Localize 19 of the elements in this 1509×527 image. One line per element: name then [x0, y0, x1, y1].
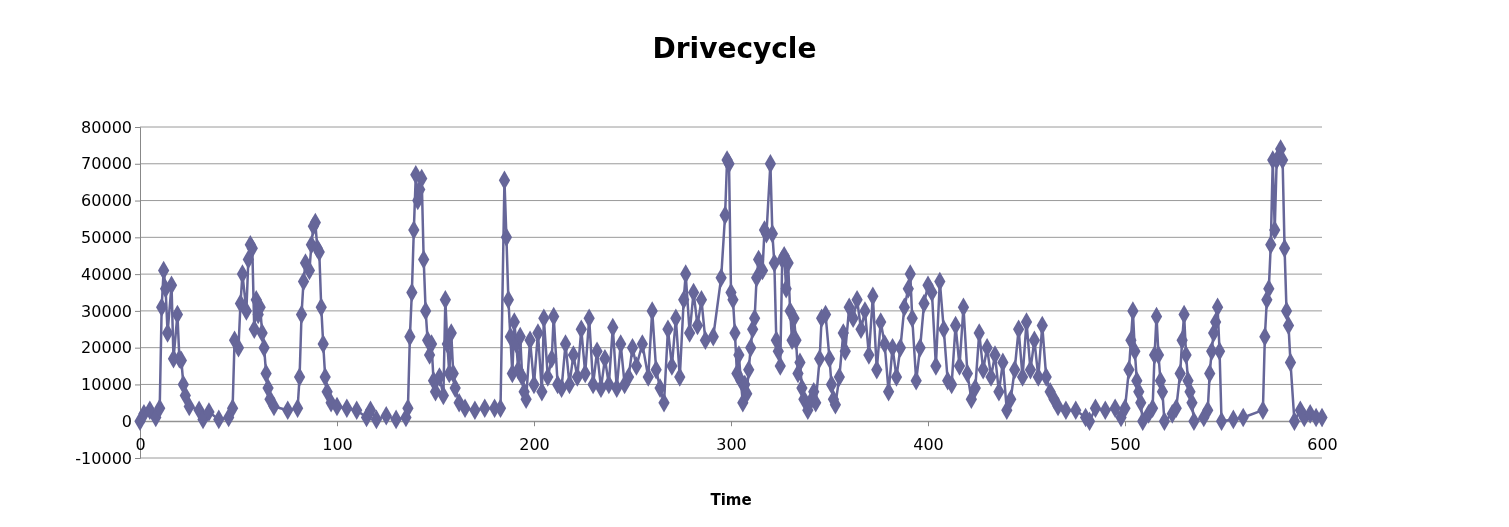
chart-title: Drivecycle: [652, 32, 817, 65]
x-tick-label: 500: [1110, 435, 1141, 455]
y-tick-label: 20000: [81, 338, 132, 358]
x-tick-label: 0: [135, 435, 146, 455]
y-tick-label: 40000: [81, 264, 132, 284]
x-tick-label: 100: [322, 435, 353, 455]
y-tick-label: 50000: [81, 227, 132, 247]
y-tick-label: 30000: [81, 301, 132, 321]
x-axis-title: Time: [710, 491, 752, 509]
x-tick-label: 400: [913, 435, 944, 455]
x-tick-label: 600: [1307, 435, 1338, 455]
y-tick-label: 60000: [81, 191, 132, 211]
y-tick-label: -10000: [75, 448, 132, 468]
y-tick-label: 10000: [81, 375, 132, 395]
x-tick-label: 300: [716, 435, 747, 455]
y-tick-label: 0: [121, 411, 132, 431]
x-tick-label: 200: [519, 435, 550, 455]
y-tick-label: 70000: [81, 154, 132, 174]
y-tick-label: 80000: [81, 117, 132, 137]
